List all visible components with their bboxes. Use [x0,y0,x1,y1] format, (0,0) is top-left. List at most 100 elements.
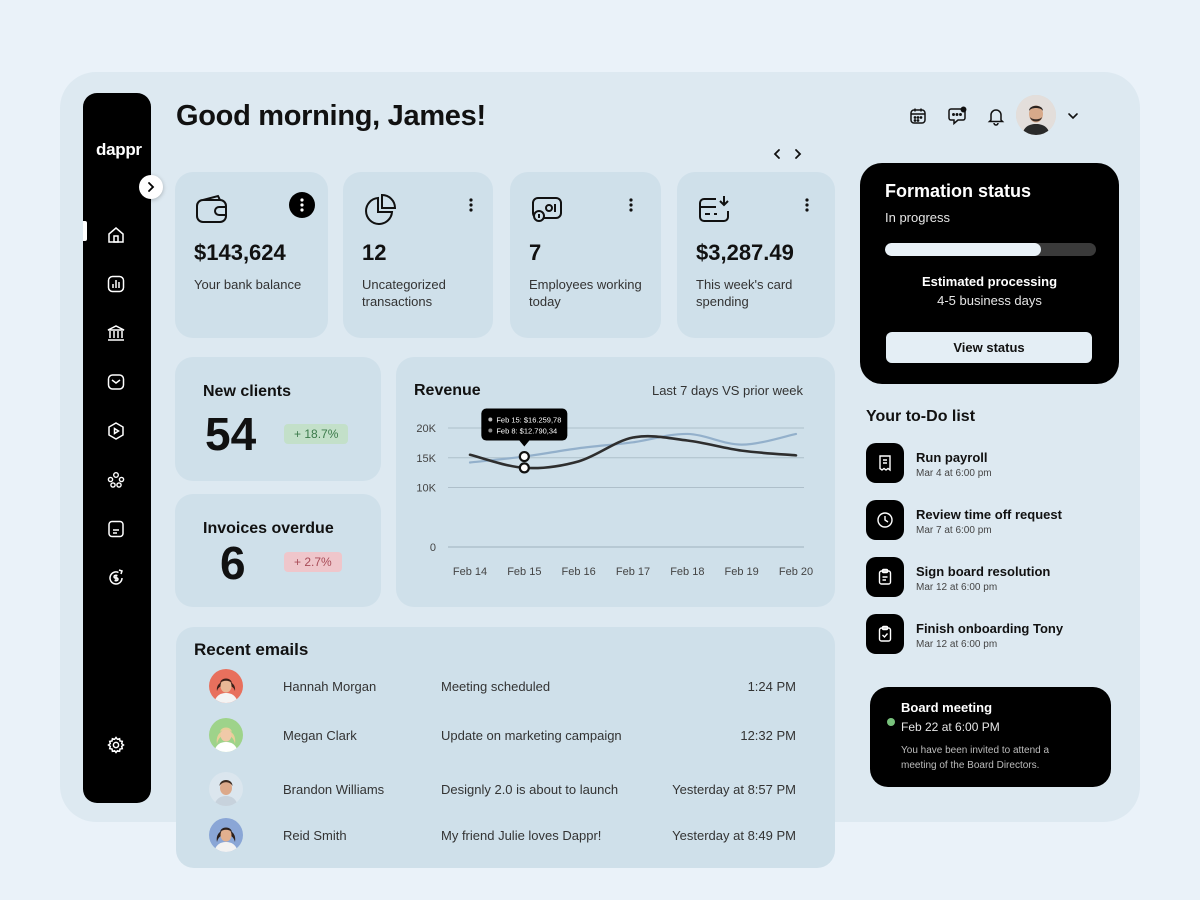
play-hexagon-icon [108,422,124,440]
todo-item-date: Mar 7 at 6:00 pm [916,525,992,536]
todo-item-sign-resolution[interactable]: Sign board resolution Mar 12 at 6:00 pm [866,557,1096,599]
inbox-icon [107,374,125,390]
x-tick-label: Feb 20 [779,566,813,578]
sidebar-item-team[interactable] [105,469,127,491]
invoices-overdue-card: Invoices overdue 6 + 2.7% [175,494,381,607]
stat-value: $143,624 [194,240,286,265]
stat-value: 7 [529,240,542,265]
x-tick-label: Feb 16 [562,566,596,578]
x-tick-label: Feb 15 [507,566,541,578]
brand-logo[interactable]: dappr [96,140,142,159]
revenue-card: Revenue Last 7 days VS prior week 0 10K 15… [396,357,835,607]
view-status-button[interactable]: View status [886,332,1092,363]
email-row[interactable]: Hannah Morgan Meeting scheduled 1:24 PM [176,667,836,707]
employee-badge-icon [529,192,565,228]
clipboard-icon [866,557,904,597]
tooltip-text: Feb 15: $16.259,78 [496,416,561,425]
todo-item-review-time-off[interactable]: Review time off request Mar 7 at 6:00 pm [866,500,1096,542]
kpi-value: 6 [220,537,246,589]
more-vertical-icon [469,198,473,212]
x-tick-label: Feb 18 [670,566,704,578]
sidebar-item-settings[interactable] [105,734,127,756]
more-options-button[interactable] [289,192,315,218]
status-dot [887,718,895,726]
todo-item-title: Run payroll [916,450,988,465]
avatar [209,669,243,703]
todo-item-finish-onboarding[interactable]: Finish onboarding Tony Mar 12 at 6:00 pm [866,614,1096,656]
more-options-button[interactable] [461,195,481,215]
sidebar [83,93,151,803]
sidebar-item-home[interactable] [105,224,127,246]
sidebar-collapse-button[interactable] [139,175,163,199]
account-menu-button[interactable] [1063,105,1083,127]
messages-button[interactable] [946,105,968,127]
recent-emails-card: Recent emails Hannah Morgan Meeting sche… [176,627,835,868]
email-subject: Update on marketing campaign [441,728,622,743]
card-download-icon [696,192,732,228]
sidebar-item-banking[interactable] [105,322,127,344]
user-avatar[interactable] [1016,95,1056,135]
sidebar-item-documents[interactable] [105,518,127,540]
todo-item-date: Mar 12 at 6:00 pm [916,582,998,593]
chart-period: Last 7 days VS prior week [651,383,803,398]
new-clients-card: New clients 54 + 18.7% [175,357,381,481]
more-vertical-icon [300,198,304,212]
change-badge: + 18.7% [284,424,349,444]
sidebar-item-analytics[interactable] [105,273,127,295]
revenue-chart[interactable]: 0 10K 15K 20K Feb 14 Feb 15 Feb 16 Feb 17 Feb 18… [396,357,835,607]
sidebar-item-inbox[interactable] [105,371,127,393]
stat-card-uncategorized: 12 Uncategorized transactions [343,172,493,338]
receipt-icon [866,443,904,483]
x-tick-label: Feb 14 [453,566,487,578]
meeting-date: Feb 22 at 6:00 PM [901,720,1000,734]
email-subject: My friend Julie loves Dappr! [441,828,602,843]
email-row[interactable]: Megan Clark Update on marketing campaign… [176,716,836,756]
tooltip-text: Feb 8: $12.790,34 [496,427,557,436]
sidebar-item-media[interactable] [105,420,127,442]
stat-label: Your bank balance [194,277,302,292]
calendar-button[interactable] [907,105,929,127]
y-tick-label: 0 [430,542,436,554]
tooltip-marker [488,417,493,422]
y-tick-label: 20K [416,423,436,435]
email-row[interactable]: Reid Smith My friend Julie loves Dappr! … [176,816,836,856]
more-options-button[interactable] [797,195,817,215]
stat-label: Employees working today [529,277,642,309]
email-sender: Hannah Morgan [283,679,377,694]
stat-value: 12 [362,240,387,265]
x-tick-label: Feb 17 [616,566,650,578]
bell-icon [987,109,1005,126]
estimate-value: 4-5 business days [937,293,1042,308]
todo-item-title: Finish onboarding Tony [916,621,1064,636]
calendar-icon [910,108,926,124]
meeting-description: You have been invited to attend a meetin… [901,745,1050,771]
pie-chart-icon [362,192,398,228]
user-avatar-photo [1016,95,1056,135]
prev-button[interactable] [769,146,785,162]
stat-value: $3,287.49 [696,240,794,265]
todo-title: Your to-Do list [866,408,976,425]
email-row[interactable]: Brandon Williams Designly 2.0 is about t… [176,770,836,810]
todo-item-run-payroll[interactable]: Run payroll Mar 4 at 6:00 pm [866,443,1096,485]
more-vertical-icon [629,198,633,212]
tooltip-pointer [519,440,530,447]
more-options-button[interactable] [621,195,641,215]
progress-fill [885,243,1042,256]
y-tick-label: 15K [416,453,436,465]
dollar-refresh-icon [109,569,123,585]
chevron-down-icon [1068,113,1078,120]
stat-card-bank-balance: $143,624 Your bank balance [175,172,328,338]
clock-icon [866,500,904,540]
wallet-icon [194,192,230,228]
email-sender: Reid Smith [283,828,347,843]
tooltip-marker [488,428,493,433]
email-sender: Brandon Williams [283,782,385,797]
chevron-right-icon [795,149,802,159]
next-button[interactable] [790,146,806,162]
section-title: Recent emails [194,640,309,659]
team-icon [107,472,125,488]
meeting-title: Board meeting [901,700,993,715]
board-meeting-card[interactable]: Board meeting Feb 22 at 6:00 PM You have… [870,687,1111,787]
notifications-button[interactable] [985,105,1007,127]
sidebar-item-payments[interactable] [105,567,127,589]
